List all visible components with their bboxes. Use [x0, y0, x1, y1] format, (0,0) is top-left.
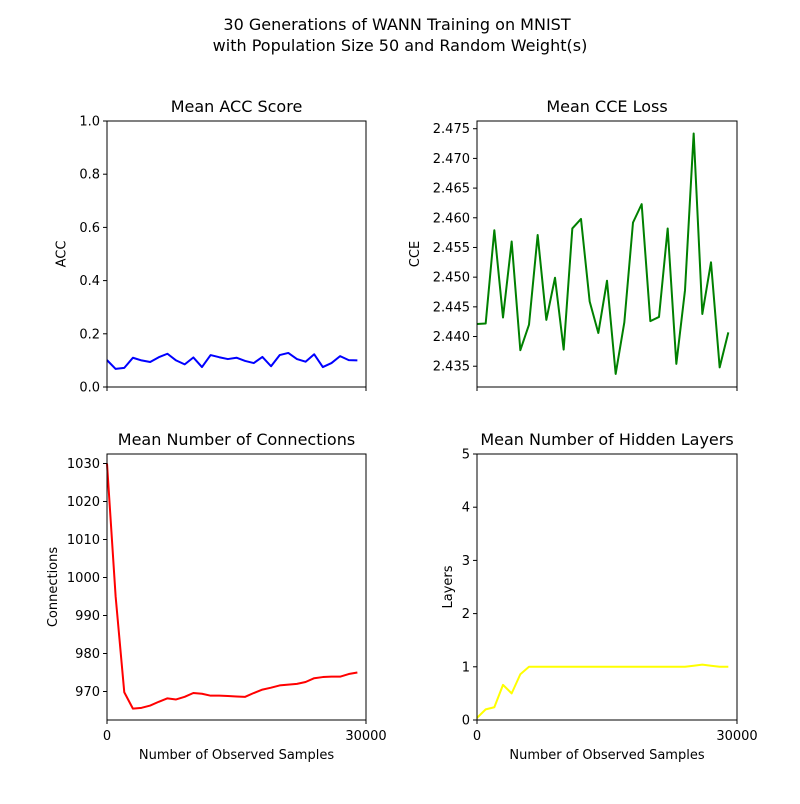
y-tick-label: 0.2: [79, 327, 100, 342]
axes-frame: [476, 120, 738, 388]
y-tick-label: 0.8: [79, 168, 100, 183]
x-axis-label: Number of Observed Samples: [509, 748, 704, 763]
y-tick-label: 1030: [67, 457, 100, 472]
panel-title: Mean ACC Score: [171, 97, 303, 116]
y-tick-label: 2.465: [433, 182, 470, 197]
chart-panel-1: 0.0 0.2 0.4 0.6 0.8 1.0 Mean ACC Score ACC: [54, 97, 367, 396]
figure-title-line-2: with Population Size 50 and Random Weigh…: [213, 36, 588, 55]
y-axis-label: ACC: [54, 241, 69, 268]
y-tick-label: 3: [462, 554, 470, 569]
axes-frame: [106, 120, 367, 388]
y-tick-label: 1: [462, 660, 470, 675]
x-axis-label: Number of Observed Samples: [139, 748, 334, 763]
y-tick-label: 2: [462, 607, 470, 622]
y-tick-label: 2.475: [433, 122, 470, 137]
y-tick-label: 1020: [67, 495, 100, 510]
series-line: [476, 663, 729, 719]
y-axis-label: CCE: [408, 241, 423, 267]
y-tick-label: 0.4: [79, 274, 100, 289]
y-tick-label: 2.460: [433, 211, 470, 226]
series-line: [476, 132, 730, 375]
axes-frame: [476, 453, 738, 721]
axes-frame: [106, 453, 367, 721]
panel-title: Mean CCE Loss: [546, 97, 667, 116]
y-tick-label: 1.0: [79, 115, 100, 130]
y-tick-label: 2.450: [433, 271, 470, 286]
chart-panel-4: 0 30000 0 1 2 3 4 5 Mean Number of Hidden Layers…: [441, 430, 758, 763]
y-tick-label: 1010: [67, 533, 100, 548]
y-tick-label: 5: [462, 448, 470, 463]
x-tick-label: 30000: [716, 729, 757, 744]
x-tick-label: 0: [473, 729, 481, 744]
x-tick-label: 0: [103, 729, 111, 744]
y-tick-label: 2.440: [433, 330, 470, 345]
chart-panel-3: 0 30000 970 980 990 1000 1010 1020 1030 Mean Numb…: [46, 430, 386, 763]
series-line: [106, 351, 358, 370]
y-tick-label: 0: [462, 714, 470, 729]
y-tick-label: 970: [75, 685, 100, 700]
y-axis-label: Layers: [441, 565, 456, 608]
figure-title-line-1: 30 Generations of WANN Training on MNIST: [223, 15, 570, 34]
panel-title: Mean Number of Connections: [118, 430, 355, 449]
y-tick-label: 990: [75, 609, 100, 624]
y-axis-label: Connections: [46, 547, 61, 628]
x-tick-label: 30000: [345, 729, 386, 744]
y-tick-label: 2.435: [433, 360, 470, 375]
y-tick-label: 2.445: [433, 300, 470, 315]
y-tick-label: 4: [462, 501, 470, 516]
y-tick-label: 2.470: [433, 152, 470, 167]
y-tick-label: 980: [75, 647, 100, 662]
y-tick-label: 2.455: [433, 241, 470, 256]
chart-panel-2: 2.435 2.440 2.445 2.450 2.455 2.460 2.465 2.470…: [408, 97, 738, 391]
y-tick-label: 0.0: [79, 381, 100, 396]
y-tick-label: 0.6: [79, 221, 100, 236]
series-line: [106, 463, 358, 710]
y-tick-label: 1000: [67, 571, 100, 586]
panel-title: Mean Number of Hidden Layers: [480, 430, 733, 449]
